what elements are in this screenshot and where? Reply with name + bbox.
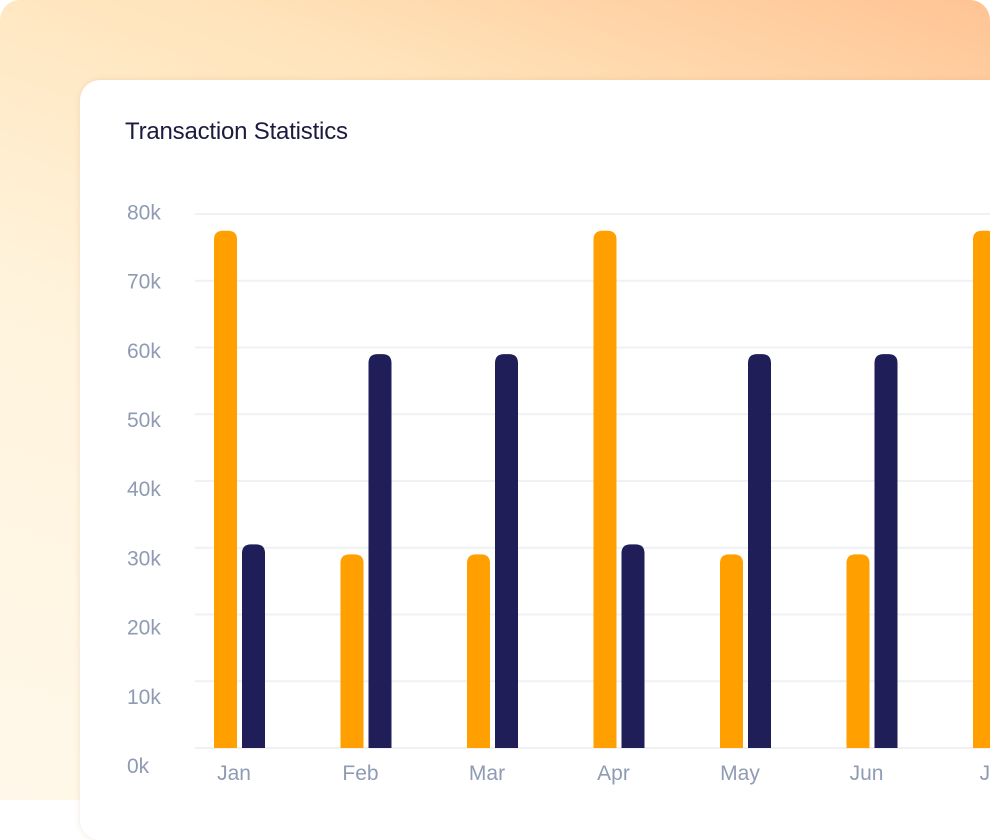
bar-may-series-1 bbox=[720, 554, 743, 748]
y-tick-label: 40k bbox=[127, 478, 161, 501]
x-tick-label: Jul bbox=[980, 762, 990, 785]
chart-title: Transaction Statistics bbox=[125, 118, 348, 145]
bar-jun-series-1 bbox=[846, 554, 870, 748]
y-tick-label: 10k bbox=[127, 686, 161, 709]
bar-chart: 0k 10k 20k 30k 40k 50k 60k 70k 80k Jan Feb Mar Apr Ma… bbox=[127, 201, 990, 785]
y-tick-label: 30k bbox=[127, 547, 161, 570]
y-tick-label: 50k bbox=[127, 409, 161, 432]
bar-jan-series-2 bbox=[242, 544, 265, 748]
bar-apr-series-1 bbox=[593, 230, 617, 748]
y-tick-label: 60k bbox=[127, 340, 161, 363]
bar-jul-series-1 bbox=[973, 230, 990, 748]
bar-mar-series-1 bbox=[467, 554, 490, 748]
x-tick-label: Apr bbox=[597, 762, 630, 785]
bar-feb-series-2 bbox=[368, 354, 392, 748]
y-tick-label: 20k bbox=[127, 617, 161, 640]
x-tick-label: May bbox=[720, 762, 760, 785]
bar-feb-series-1 bbox=[340, 554, 364, 748]
bar-apr-series-2 bbox=[621, 544, 645, 748]
x-tick-label: Jan bbox=[217, 762, 251, 785]
x-tick-label: Feb bbox=[342, 762, 378, 785]
y-tick-label: 0k bbox=[127, 755, 150, 778]
bar-jun-series-2 bbox=[874, 354, 898, 748]
bar-jan-series-1 bbox=[214, 230, 237, 748]
y-tick-label: 80k bbox=[127, 201, 161, 224]
x-tick-label: Mar bbox=[469, 762, 505, 785]
y-tick-label: 70k bbox=[127, 271, 161, 294]
x-tick-label: Jun bbox=[850, 762, 884, 785]
bar-may-series-2 bbox=[748, 354, 771, 748]
bar-mar-series-2 bbox=[495, 354, 518, 748]
